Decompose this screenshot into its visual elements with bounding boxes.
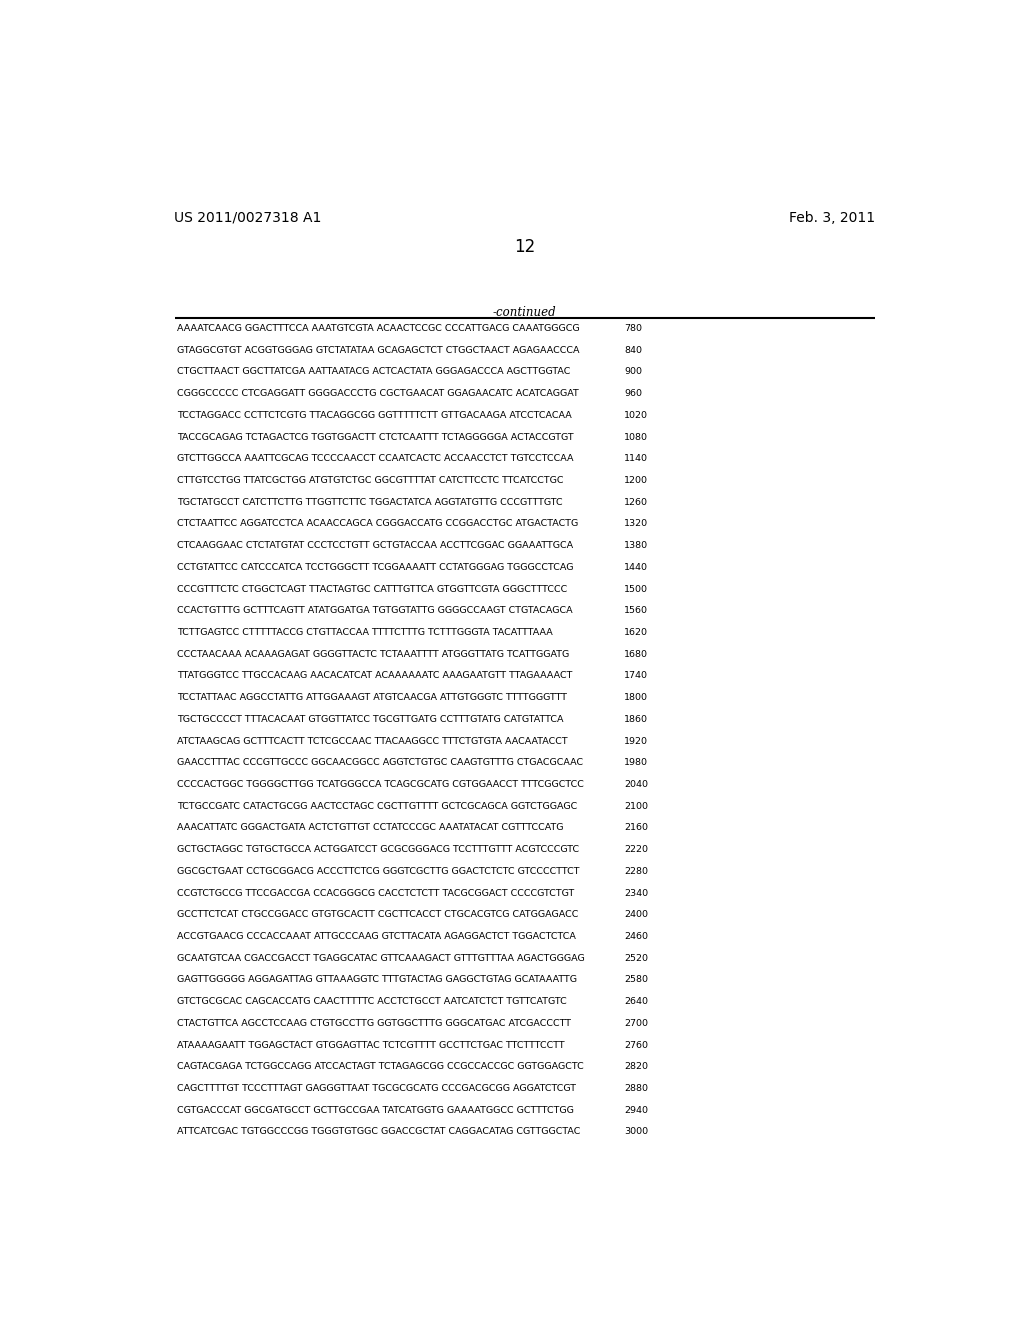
Text: 1500: 1500 xyxy=(624,585,648,594)
Text: 1440: 1440 xyxy=(624,562,648,572)
Text: 2520: 2520 xyxy=(624,953,648,962)
Text: 12: 12 xyxy=(514,238,536,256)
Text: CAGTACGAGA TCTGGCCAGG ATCCACTAGT TCTAGAGCGG CCGCCACCGC GGTGGAGCTC: CAGTACGAGA TCTGGCCAGG ATCCACTAGT TCTAGAG… xyxy=(177,1063,584,1072)
Text: 1680: 1680 xyxy=(624,649,648,659)
Text: GCTGCTAGGC TGTGCTGCCA ACTGGATCCT GCGCGGGACG TCCTTTGTTT ACGTCCCGTC: GCTGCTAGGC TGTGCTGCCA ACTGGATCCT GCGCGGG… xyxy=(177,845,579,854)
Text: 2220: 2220 xyxy=(624,845,648,854)
Text: GGCGCTGAAT CCTGCGGACG ACCCTTCTCG GGGTCGCTTG GGACTCTCTC GTCCCCTTCT: GGCGCTGAAT CCTGCGGACG ACCCTTCTCG GGGTCGC… xyxy=(177,867,580,875)
Text: 1860: 1860 xyxy=(624,715,648,723)
Text: 2280: 2280 xyxy=(624,867,648,875)
Text: 2760: 2760 xyxy=(624,1040,648,1049)
Text: GTCTTGGCCA AAATTCGCAG TCCCCAACCT CCAATCACTC ACCAACCTCT TGTCCTCCAA: GTCTTGGCCA AAATTCGCAG TCCCCAACCT CCAATCA… xyxy=(177,454,573,463)
Text: ATTCATCGAC TGTGGCCCGG TGGGTGTGGC GGACCGCTAT CAGGACATAG CGTTGGCTAC: ATTCATCGAC TGTGGCCCGG TGGGTGTGGC GGACCGC… xyxy=(177,1127,581,1137)
Text: 2160: 2160 xyxy=(624,824,648,833)
Text: 1740: 1740 xyxy=(624,672,648,680)
Text: 780: 780 xyxy=(624,323,642,333)
Text: 3000: 3000 xyxy=(624,1127,648,1137)
Text: CGGGCCCCC CTCGAGGATT GGGGACCCTG CGCTGAACAT GGAGAACATC ACATCAGGAT: CGGGCCCCC CTCGAGGATT GGGGACCCTG CGCTGAAC… xyxy=(177,389,579,399)
Text: 2640: 2640 xyxy=(624,997,648,1006)
Text: 2940: 2940 xyxy=(624,1106,648,1114)
Text: CTCTAATTCC AGGATCCTCA ACAACCAGCA CGGGACCATG CCGGACCTGC ATGACTACTG: CTCTAATTCC AGGATCCTCA ACAACCAGCA CGGGACC… xyxy=(177,519,579,528)
Text: CGTGACCCAT GGCGATGCCT GCTTGCCGAA TATCATGGTG GAAAATGGCC GCTTTCTGG: CGTGACCCAT GGCGATGCCT GCTTGCCGAA TATCATG… xyxy=(177,1106,573,1114)
Text: ATAAAAGAATT TGGAGCTACT GTGGAGTTAC TCTCGTTTT GCCTTCTGAC TTCTTTCCTT: ATAAAAGAATT TGGAGCTACT GTGGAGTTAC TCTCGT… xyxy=(177,1040,564,1049)
Text: TCTTGAGTCC CTTTTTACCG CTGTTACCAA TTTTCTTTG TCTTTGGGTA TACATTTAAA: TCTTGAGTCC CTTTTTACCG CTGTTACCAA TTTTCTT… xyxy=(177,628,553,638)
Text: 960: 960 xyxy=(624,389,642,399)
Text: 1140: 1140 xyxy=(624,454,648,463)
Text: CTGCTTAACT GGCTTATCGA AATTAATACG ACTCACTATA GGGAGACCCA AGCTTGGTAC: CTGCTTAACT GGCTTATCGA AATTAATACG ACTCACT… xyxy=(177,367,570,376)
Text: US 2011/0027318 A1: US 2011/0027318 A1 xyxy=(174,211,322,224)
Text: 1320: 1320 xyxy=(624,519,648,528)
Text: 2880: 2880 xyxy=(624,1084,648,1093)
Text: 1080: 1080 xyxy=(624,433,648,441)
Text: 1920: 1920 xyxy=(624,737,648,746)
Text: GCCTTCTCAT CTGCCGGACC GTGTGCACTT CGCTTCACCT CTGCACGTCG CATGGAGACC: GCCTTCTCAT CTGCCGGACC GTGTGCACTT CGCTTCA… xyxy=(177,911,579,919)
Text: CCCCACTGGC TGGGGCTTGG TCATGGGCCA TCAGCGCATG CGTGGAACCT TTTCGGCTCC: CCCCACTGGC TGGGGCTTGG TCATGGGCCA TCAGCGC… xyxy=(177,780,584,789)
Text: CCACTGTTTG GCTTTCAGTT ATATGGATGA TGTGGTATTG GGGGCCAAGT CTGTACAGCA: CCACTGTTTG GCTTTCAGTT ATATGGATGA TGTGGTA… xyxy=(177,606,572,615)
Text: TCCTAGGACC CCTTCTCGTG TTACAGGCGG GGTTTTTCTT GTTGACAAGA ATCCTCACAA: TCCTAGGACC CCTTCTCGTG TTACAGGCGG GGTTTTT… xyxy=(177,411,571,420)
Text: CTCAAGGAAC CTCTATGTAT CCCTCCTGTT GCTGTACCAA ACCTTCGGAC GGAAATTGCA: CTCAAGGAAC CTCTATGTAT CCCTCCTGTT GCTGTAC… xyxy=(177,541,573,550)
Text: CTACTGTTCA AGCCTCCAAG CTGTGCCTTG GGTGGCTTTG GGGCATGAC ATCGACCCTT: CTACTGTTCA AGCCTCCAAG CTGTGCCTTG GGTGGCT… xyxy=(177,1019,570,1028)
Text: 1800: 1800 xyxy=(624,693,648,702)
Text: TCTGCCGATC CATACTGCGG AACTCCTAGC CGCTTGTTTT GCTCGCAGCA GGTCTGGAGC: TCTGCCGATC CATACTGCGG AACTCCTAGC CGCTTGT… xyxy=(177,801,578,810)
Text: 900: 900 xyxy=(624,367,642,376)
Text: 2040: 2040 xyxy=(624,780,648,789)
Text: 1200: 1200 xyxy=(624,477,648,484)
Text: 840: 840 xyxy=(624,346,642,355)
Text: TTATGGGTCC TTGCCACAAG AACACATCAT ACAAAAAATC AAAGAATGTT TTAGAAAACT: TTATGGGTCC TTGCCACAAG AACACATCAT ACAAAAA… xyxy=(177,672,572,680)
Text: GTCTGCGCAC CAGCACCATG CAACTTTTTC ACCTCTGCCT AATCATCTCT TGTTCATGTC: GTCTGCGCAC CAGCACCATG CAACTTTTTC ACCTCTG… xyxy=(177,997,566,1006)
Text: TGCTGCCCCT TTTACACAAT GTGGTTATCC TGCGTTGATG CCTTTGTATG CATGTATTCA: TGCTGCCCCT TTTACACAAT GTGGTTATCC TGCGTTG… xyxy=(177,715,563,723)
Text: ACCGTGAACG CCCACCAAAT ATTGCCCAAG GTCTTACATA AGAGGACTCT TGGACTCTCA: ACCGTGAACG CCCACCAAAT ATTGCCCAAG GTCTTAC… xyxy=(177,932,575,941)
Text: TGCTATGCCT CATCTTCTTG TTGGTTCTTC TGGACTATCA AGGTATGTTG CCCGTTTGTC: TGCTATGCCT CATCTTCTTG TTGGTTCTTC TGGACTA… xyxy=(177,498,562,507)
Text: GCAATGTCAA CGACCGACCT TGAGGCATAC GTTCAAAGACT GTTTGTTTAA AGACTGGGAG: GCAATGTCAA CGACCGACCT TGAGGCATAC GTTCAAA… xyxy=(177,953,585,962)
Text: GAACCTTTAC CCCGTTGCCC GGCAACGGCC AGGTCTGTGC CAAGTGTTTG CTGACGCAAC: GAACCTTTAC CCCGTTGCCC GGCAACGGCC AGGTCTG… xyxy=(177,758,583,767)
Text: CCCTAACAAA ACAAAGAGAT GGGGTTACTC TCTAAATTTT ATGGGTTATG TCATTGGATG: CCCTAACAAA ACAAAGAGAT GGGGTTACTC TCTAAAT… xyxy=(177,649,569,659)
Text: GAGTTGGGGG AGGAGATTAG GTTAAAGGTC TTTGTACTAG GAGGCTGTAG GCATAAATTG: GAGTTGGGGG AGGAGATTAG GTTAAAGGTC TTTGTAC… xyxy=(177,975,577,985)
Text: TACCGCAGAG TCTAGACTCG TGGTGGACTT CTCTCAATTT TCTAGGGGGA ACTACCGTGT: TACCGCAGAG TCTAGACTCG TGGTGGACTT CTCTCAA… xyxy=(177,433,573,441)
Text: 2100: 2100 xyxy=(624,801,648,810)
Text: 2700: 2700 xyxy=(624,1019,648,1028)
Text: 1560: 1560 xyxy=(624,606,648,615)
Text: 2820: 2820 xyxy=(624,1063,648,1072)
Text: Feb. 3, 2011: Feb. 3, 2011 xyxy=(788,211,876,224)
Text: 1020: 1020 xyxy=(624,411,648,420)
Text: CCCGTTTCTC CTGGCTCAGT TTACTAGTGC CATTTGTTCA GTGGTTCGTA GGGCTTTCCC: CCCGTTTCTC CTGGCTCAGT TTACTAGTGC CATTTGT… xyxy=(177,585,567,594)
Text: GTAGGCGTGT ACGGTGGGAG GTCTATATAA GCAGAGCTCT CTGGCTAACT AGAGAACCCA: GTAGGCGTGT ACGGTGGGAG GTCTATATAA GCAGAGC… xyxy=(177,346,580,355)
Text: 2580: 2580 xyxy=(624,975,648,985)
Text: TCCTATTAAC AGGCCTATTG ATTGGAAAGT ATGTCAACGA ATTGTGGGTC TTTTGGGTTT: TCCTATTAAC AGGCCTATTG ATTGGAAAGT ATGTCAA… xyxy=(177,693,567,702)
Text: CTTGTCCTGG TTATCGCTGG ATGTGTCTGC GGCGTTTTAT CATCTTCCTC TTCATCCTGC: CTTGTCCTGG TTATCGCTGG ATGTGTCTGC GGCGTTT… xyxy=(177,477,563,484)
Text: CCGTCTGCCG TTCCGACCGA CCACGGGCG CACCTCTCTT TACGCGGACT CCCCGTCTGT: CCGTCTGCCG TTCCGACCGA CCACGGGCG CACCTCTC… xyxy=(177,888,574,898)
Text: 1980: 1980 xyxy=(624,758,648,767)
Text: AAACATTATC GGGACTGATA ACTCTGTTGT CCTATCCCGC AAATATACAT CGTTTCCATG: AAACATTATC GGGACTGATA ACTCTGTTGT CCTATCC… xyxy=(177,824,563,833)
Text: 2400: 2400 xyxy=(624,911,648,919)
Text: CCTGTATTCC CATCCCATCA TCCTGGGCTT TCGGAAAATT CCTATGGGAG TGGGCCTCAG: CCTGTATTCC CATCCCATCA TCCTGGGCTT TCGGAAA… xyxy=(177,562,573,572)
Text: -continued: -continued xyxy=(493,306,557,319)
Text: 1380: 1380 xyxy=(624,541,648,550)
Text: 1260: 1260 xyxy=(624,498,648,507)
Text: 1620: 1620 xyxy=(624,628,648,638)
Text: 2340: 2340 xyxy=(624,888,648,898)
Text: ATCTAAGCAG GCTTTCACTT TCTCGCCAAC TTACAAGGCC TTTCTGTGTA AACAATACCT: ATCTAAGCAG GCTTTCACTT TCTCGCCAAC TTACAAG… xyxy=(177,737,567,746)
Text: AAAATCAACG GGACTTTCCA AAATGTCGTA ACAACTCCGC CCCATTGACG CAAATGGGCG: AAAATCAACG GGACTTTCCA AAATGTCGTA ACAACTC… xyxy=(177,323,580,333)
Text: CAGCTTTTGT TCCCTTTAGT GAGGGTTAAT TGCGCGCATG CCCGACGCGG AGGATCTCGT: CAGCTTTTGT TCCCTTTAGT GAGGGTTAAT TGCGCGC… xyxy=(177,1084,575,1093)
Text: 2460: 2460 xyxy=(624,932,648,941)
